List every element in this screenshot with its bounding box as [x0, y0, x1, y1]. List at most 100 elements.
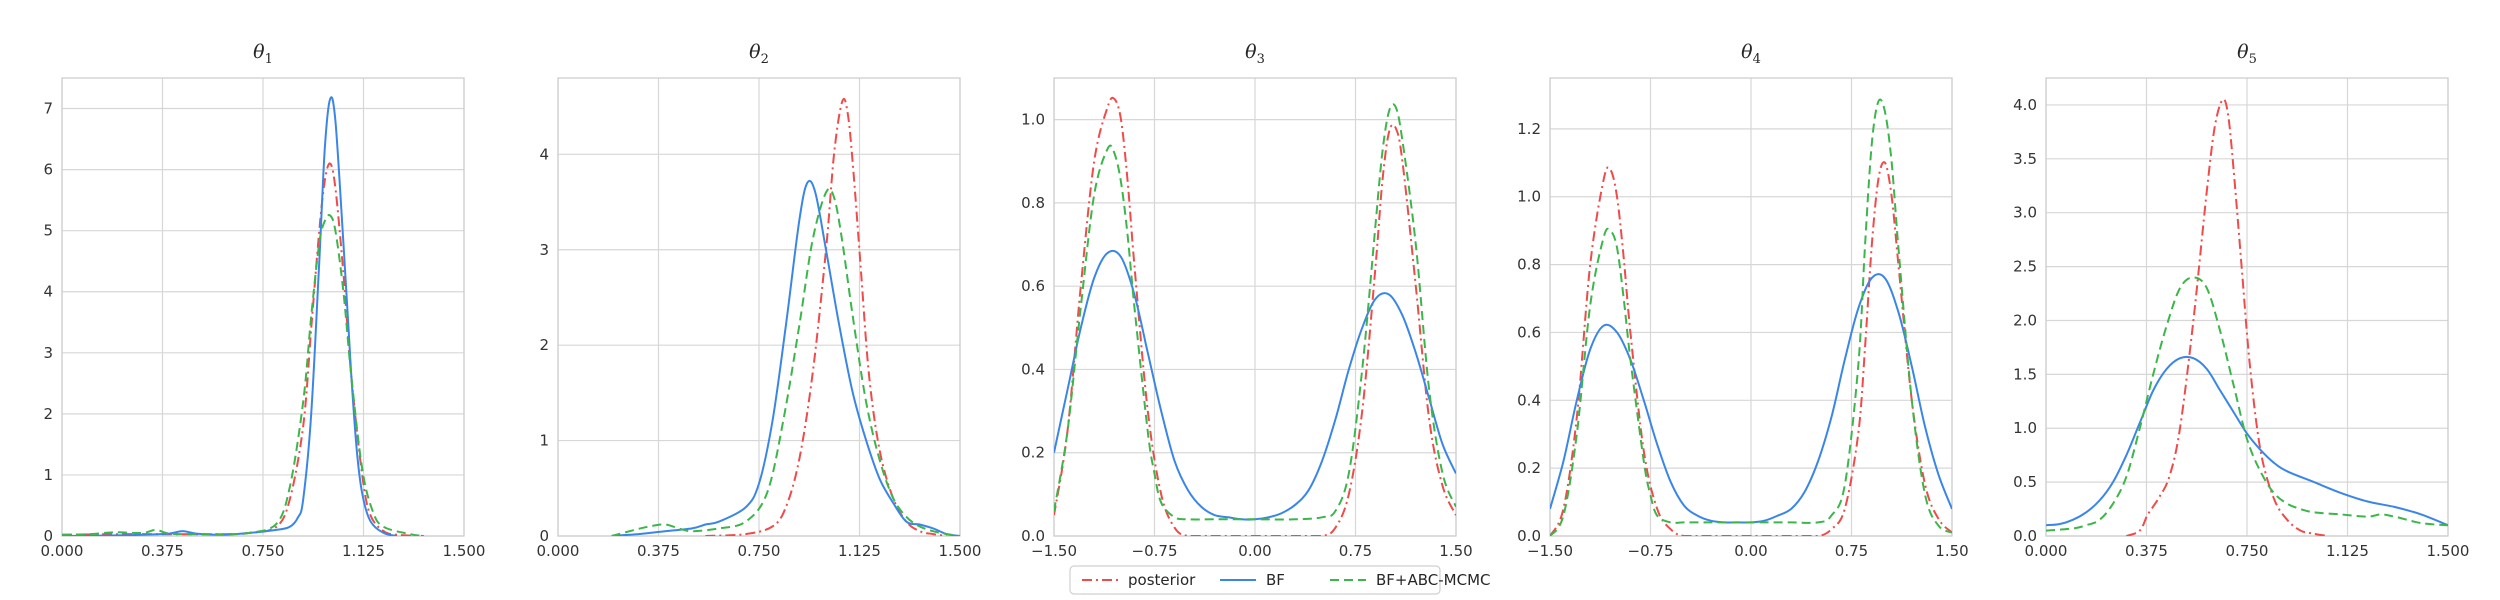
x-tick-label: −1.50: [1031, 542, 1077, 560]
subplot-title: θ2: [749, 41, 769, 67]
series-line-posterior: [2126, 98, 2328, 536]
x-tick-label: 0.000: [2025, 542, 2068, 560]
y-tick-label: 0.8: [1517, 256, 1541, 274]
y-tick-label: 0.0: [1021, 527, 1045, 545]
y-tick-label: 0.0: [1517, 527, 1541, 545]
y-tick-label: 0.5: [2013, 473, 2037, 491]
y-tick-label: 0.6: [1517, 323, 1541, 341]
y-tick-label: 3: [43, 344, 53, 362]
x-tick-label: 0.750: [242, 542, 285, 560]
y-tick-label: 0.6: [1021, 277, 1045, 295]
y-tick-label: 2.5: [2013, 258, 2037, 276]
series-line-bf-abc-mcmc: [1550, 98, 1952, 536]
y-tick-label: 4.0: [2013, 96, 2037, 114]
x-tick-label: 0.000: [41, 542, 84, 560]
x-tick-label: 0.750: [738, 542, 781, 560]
x-tick-label: 0.000: [537, 542, 580, 560]
x-tick-label: 1.50: [1935, 542, 1968, 560]
subplot-title: θ3: [1245, 41, 1265, 67]
series-line-bf-abc-mcmc: [2046, 276, 2448, 532]
subplot-title-subscript: 2: [761, 52, 769, 67]
subplot-4: θ4 −1.50 −0.75 0.00 0.75 1.50 0.0 0.2 0.4 0.6 0.8 1…: [1517, 41, 1969, 560]
series-line-posterior: [705, 97, 947, 536]
y-tick-label: 2.0: [2013, 311, 2037, 329]
series-line-bf: [62, 96, 398, 536]
y-tick-label: 6: [43, 161, 53, 179]
y-tick-label: 3.0: [2013, 204, 2037, 222]
legend: posterior BF BF+ABC-MCMC: [1069, 565, 1491, 595]
y-tick-label: 3.5: [2013, 150, 2037, 168]
y-tick-label: 1: [43, 466, 53, 484]
y-tick-label: 1.0: [1021, 111, 1045, 129]
y-tick-label: 0.2: [1517, 459, 1541, 477]
subplot-title-subscript: 4: [1753, 52, 1761, 67]
plot-frame: [2045, 77, 2449, 537]
y-tick-label: 0: [43, 527, 53, 545]
subplot-title-symbol: θ: [253, 41, 265, 63]
x-tick-label: 0.375: [2125, 542, 2168, 560]
subplot-5: θ5 0.000 0.375 0.750 1.125 1.500 0.0 0.5 1.0 1.5 2…: [2013, 41, 2469, 560]
x-tick-label: 1.125: [838, 542, 881, 560]
y-tick-label: 1: [539, 432, 549, 450]
y-tick-label: 1.0: [1517, 188, 1541, 206]
x-tick-label: 1.125: [342, 542, 385, 560]
series-line-posterior: [1550, 161, 1952, 536]
subplot-title-subscript: 5: [2249, 52, 2257, 67]
x-tick-label: 0.375: [141, 542, 184, 560]
x-tick-label: 0.75: [1339, 542, 1372, 560]
x-tick-label: 0.75: [1835, 542, 1868, 560]
x-tick-label: −1.50: [1527, 542, 1573, 560]
series-line-posterior: [1054, 96, 1456, 536]
y-tick-label: 0.0: [2013, 527, 2037, 545]
y-tick-label: 0.4: [1021, 360, 1045, 378]
series-line-bf-abc-mcmc: [62, 214, 424, 536]
y-tick-label: 1.2: [1517, 120, 1541, 138]
x-tick-label: 1.500: [939, 542, 982, 560]
subplot-title: θ4: [1741, 41, 1761, 67]
y-tick-label: 4: [539, 145, 549, 163]
x-tick-label: 0.375: [637, 542, 680, 560]
x-tick-label: 1.50: [1439, 542, 1472, 560]
x-tick-label: 0.750: [2226, 542, 2269, 560]
series-line-bf: [611, 179, 960, 536]
subplot-title-symbol: θ: [749, 41, 761, 63]
subplot-title-symbol: θ: [1245, 41, 1257, 63]
subplot-title-subscript: 3: [1257, 52, 1265, 67]
x-tick-label: −0.75: [1628, 542, 1674, 560]
y-tick-label: 1.5: [2013, 365, 2037, 383]
y-tick-label: 7: [43, 100, 53, 118]
y-tick-label: 3: [539, 241, 549, 259]
subplot-title: θ5: [2237, 41, 2257, 67]
series-line-bf-abc-mcmc: [611, 187, 960, 536]
y-tick-label: 0.8: [1021, 194, 1045, 212]
legend-label: BF+ABC-MCMC: [1376, 571, 1491, 589]
legend-label: BF: [1266, 571, 1285, 589]
subplot-title-subscript: 1: [265, 52, 273, 67]
plot-frame: [61, 77, 465, 537]
x-tick-label: 1.500: [443, 542, 486, 560]
plot-frame: [557, 77, 961, 537]
y-tick-label: 1.0: [2013, 419, 2037, 437]
y-tick-label: 2: [43, 405, 53, 423]
series-line-bf: [2046, 355, 2448, 527]
y-tick-label: 4: [43, 283, 53, 301]
subplot-3: θ3 −1.50 −0.75 0.00 0.75 1.50 0.0 0.2 0.4 0.6 0.8 1…: [1021, 41, 1473, 560]
legend-label: posterior: [1128, 571, 1196, 589]
x-tick-label: 1.500: [2427, 542, 2470, 560]
subplot-title: θ1: [253, 41, 273, 67]
y-tick-label: 0.4: [1517, 391, 1541, 409]
subplot-title-symbol: θ: [1741, 41, 1753, 63]
y-tick-label: 5: [43, 222, 53, 240]
series-line-posterior: [62, 162, 424, 536]
x-tick-label: 0.00: [1734, 542, 1767, 560]
x-tick-label: −0.75: [1132, 542, 1178, 560]
x-tick-label: 0.00: [1238, 542, 1271, 560]
y-tick-label: 2: [539, 336, 549, 354]
y-tick-label: 0.2: [1021, 444, 1045, 462]
subplot-title-symbol: θ: [2237, 41, 2249, 63]
x-tick-label: 1.125: [2326, 542, 2369, 560]
